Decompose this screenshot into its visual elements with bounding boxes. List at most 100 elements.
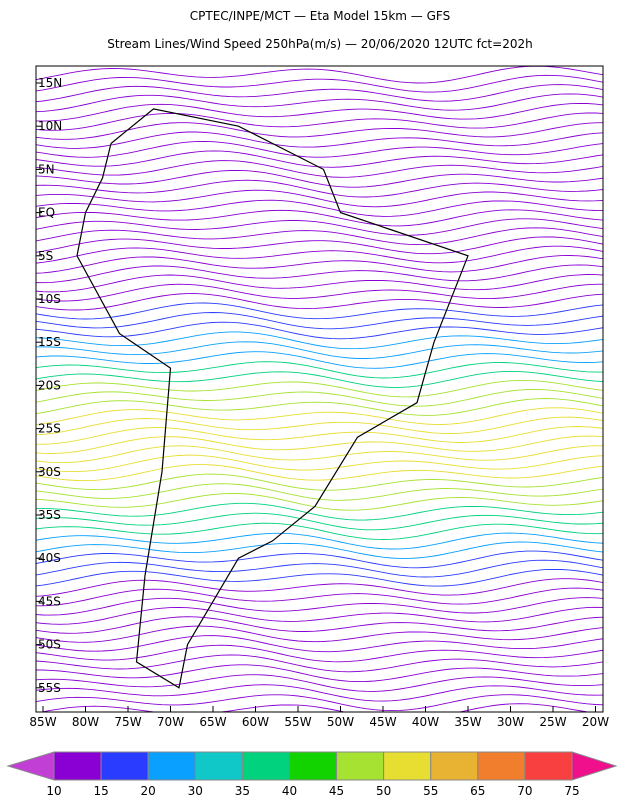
colorbar-box [524, 751, 573, 781]
colorbar-label: 30 [188, 784, 203, 798]
streamline [36, 541, 603, 559]
lat-label: 50S [38, 638, 61, 652]
colorbar-label: 35 [235, 784, 250, 798]
map-area [36, 66, 603, 712]
streamline [36, 112, 603, 131]
streamline [36, 236, 603, 255]
lon-label: 40W [412, 715, 439, 729]
streamline [36, 473, 603, 491]
lat-label: 5N [38, 162, 55, 176]
lon-label: 55W [284, 715, 311, 729]
lon-label: 45W [369, 715, 396, 729]
lon-label: 60W [242, 715, 269, 729]
streamline [36, 492, 603, 511]
streamline [36, 302, 603, 320]
colorbar-box [194, 751, 243, 781]
colorbar-label: 50 [376, 784, 391, 798]
streamline [36, 388, 603, 407]
lat-label: 20S [38, 378, 61, 392]
lon-label: 85W [29, 715, 56, 729]
streamline [36, 550, 603, 569]
lon-label: 80W [72, 715, 99, 729]
colorbar-label: 45 [329, 784, 344, 798]
lat-label: 10S [38, 292, 61, 306]
streamline [36, 445, 603, 464]
streamline [36, 189, 603, 208]
title: CPTEC/INPE/MCT — Eta Model 15km — GFS [190, 9, 450, 23]
streamline [36, 694, 603, 712]
streamline [36, 140, 603, 158]
colorbar-box [336, 751, 385, 781]
streamline [36, 587, 603, 607]
streamline [36, 341, 603, 359]
streamline [36, 209, 603, 227]
lon-label: 35W [454, 715, 481, 729]
streamline [36, 578, 603, 597]
streamline [36, 131, 603, 149]
streamline [36, 169, 603, 188]
streamline [36, 644, 603, 663]
streamline [36, 512, 603, 531]
colorbar-box [383, 751, 432, 781]
axis-labels: 15N 10N 5N EQ 5S 10S 15S 20S 25S 30S 35S 40S 45S 50S 5… [29, 76, 609, 729]
streamline [36, 199, 603, 217]
streamline [36, 616, 603, 634]
lat-label: 10N [38, 119, 62, 133]
colorbar-label: 75 [564, 784, 579, 798]
streamline [36, 227, 603, 246]
lon-label: 70W [157, 715, 184, 729]
streamline [36, 122, 603, 140]
streamline [36, 264, 603, 284]
lat-label: 55S [38, 681, 61, 695]
colorbar-box [147, 751, 196, 781]
streamline [36, 654, 603, 673]
colorbar-box [477, 751, 526, 781]
lat-label: 35S [38, 508, 61, 522]
streamline [36, 293, 603, 311]
streamline [36, 102, 603, 122]
colorbar-arrow-low [6, 751, 55, 781]
colorbar: 10 15 20 30 35 40 45 50 55 65 70 75 [6, 751, 618, 798]
streamline [36, 361, 603, 379]
lat-label: 15N [38, 76, 62, 90]
colorbar-box [100, 751, 149, 781]
streamline [39, 703, 593, 712]
streamline [36, 532, 603, 550]
streamline [36, 426, 603, 445]
coastline [76, 108, 469, 689]
streamline [36, 245, 603, 264]
colorbar-label: 40 [282, 784, 297, 798]
lon-label: 65W [199, 715, 226, 729]
colorbar-arrow-high [571, 751, 618, 781]
streamline [36, 398, 603, 416]
streamline [36, 321, 603, 340]
streamline [36, 454, 603, 473]
streamline [36, 74, 603, 93]
streamline [36, 416, 603, 436]
streamline [36, 597, 603, 616]
lat-label: 5S [38, 249, 53, 263]
map-frame [35, 65, 604, 713]
subtitle: Stream Lines/Wind Speed 250hPa(m/s) — 20… [107, 37, 532, 51]
colorbar-box [241, 751, 290, 781]
streamline [36, 160, 603, 178]
streamline [36, 435, 603, 454]
lon-label: 75W [114, 715, 141, 729]
lat-label: EQ [38, 206, 55, 220]
lat-label: 15S [38, 335, 61, 349]
streamline [36, 379, 603, 398]
streamline [36, 674, 603, 692]
colorbar-label: 70 [517, 784, 532, 798]
lat-label: 25S [38, 422, 61, 436]
lon-label: 25W [539, 715, 566, 729]
colorbar-box [430, 751, 479, 781]
lon-label: 50W [327, 715, 354, 729]
streamline [36, 664, 603, 683]
lat-label: 40S [38, 551, 61, 565]
streamline [36, 464, 603, 482]
streamline [36, 568, 603, 587]
lat-label: 30S [38, 465, 61, 479]
streamline [36, 351, 603, 369]
streamline [36, 84, 603, 103]
